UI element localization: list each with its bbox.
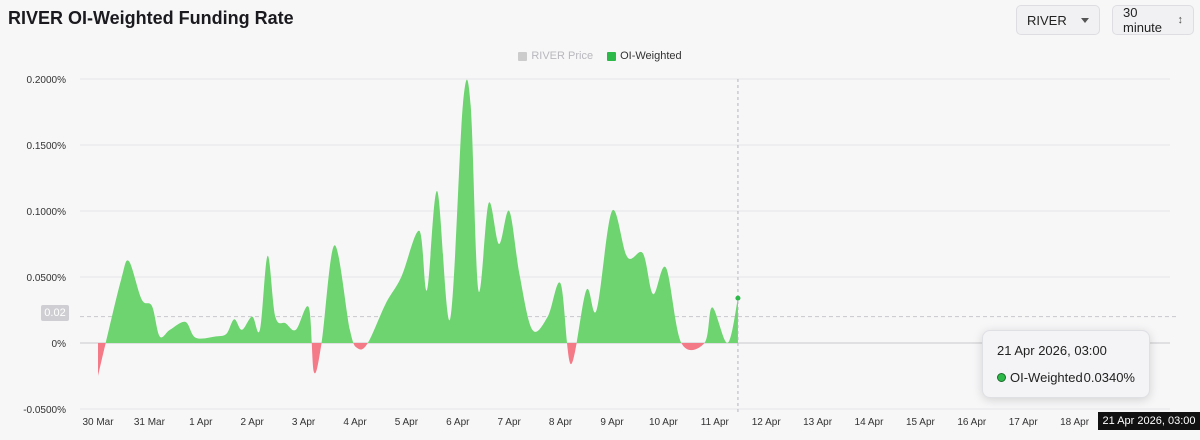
tooltip-row: OI-Weighted 0.0340% [997, 370, 1135, 385]
x-tick-label: 4 Apr [343, 417, 367, 428]
page-title: RIVER OI-Weighted Funding Rate [8, 8, 294, 28]
interval-select-value: 30 minute [1123, 5, 1163, 35]
x-tick-label: 31 Mar [134, 417, 166, 428]
x-tick-label: 12 Apr [752, 417, 782, 428]
cursor-point [735, 295, 741, 301]
legend-label-oi-weighted: OI-Weighted [620, 50, 682, 62]
axis-layer: 0.2000% 0.1500% 0.1000% 0.0500% 0% -0.0500% 30… [23, 75, 1141, 428]
x-tick-label: 17 Apr [1009, 417, 1039, 428]
legend-item-river-price[interactable]: RIVER Price [518, 50, 593, 62]
x-tick-label: 7 Apr [498, 417, 522, 428]
chevron-down-icon [1081, 17, 1089, 23]
x-tick-label: 2 Apr [241, 417, 265, 428]
y-value-tag: 0.02 [41, 305, 69, 321]
area-layer [98, 79, 738, 376]
chart-legend: RIVER Price OI-Weighted [0, 50, 1200, 62]
tooltip-date: 21 Apr 2026, 03:00 [997, 343, 1107, 358]
y-tick-label: -0.0500% [23, 405, 66, 416]
x-tick-label: 8 Apr [549, 417, 573, 428]
chevron-updown-icon: ↕ [1177, 13, 1184, 26]
y-tick-label: 0.1500% [27, 141, 67, 152]
chart-tooltip: 21 Apr 2026, 03:00 OI-Weighted 0.0340% [982, 330, 1150, 398]
x-tick-label: 6 Apr [446, 417, 470, 428]
x-tick-label: 11 Apr [701, 417, 730, 428]
x-tick-label: 5 Apr [395, 417, 419, 428]
tooltip-dot-icon [997, 373, 1006, 382]
legend-swatch-river-price [518, 51, 528, 61]
x-tick-label: 3 Apr [292, 417, 316, 428]
cursor-x-label: 21 Apr 2026, 03:00 [1098, 412, 1200, 430]
x-tick-label: 16 Apr [957, 417, 987, 428]
symbol-select-value: RIVER [1027, 12, 1067, 28]
tooltip-value: 0.0340% [1083, 370, 1135, 385]
y-tick-label: 0.2000% [27, 75, 67, 86]
chart-header: RIVER OI-Weighted Funding Rate RIVER 30 … [0, 0, 1200, 44]
tooltip-series-label: OI-Weighted [1010, 370, 1083, 385]
x-tick-label: 13 Apr [803, 417, 833, 428]
x-tick-label: 18 Apr [1060, 417, 1090, 428]
legend-label-river-price: RIVER Price [531, 50, 594, 62]
interval-select[interactable]: 30 minute ↕ [1112, 5, 1194, 35]
x-tick-label: 10 Apr [649, 417, 679, 428]
legend-item-oi-weighted[interactable]: OI-Weighted [607, 50, 682, 62]
legend-swatch-oi-weighted [607, 51, 617, 61]
x-tick-label: 1 Apr [189, 417, 213, 428]
series-oi-weighted-positive-area [98, 79, 738, 343]
x-tick-label: 30 Mar [82, 417, 114, 428]
x-tick-label: 14 Apr [855, 417, 885, 428]
symbol-select[interactable]: RIVER [1016, 5, 1100, 35]
y-tick-label: 0% [52, 339, 67, 350]
tooltip-series: OI-Weighted [997, 370, 1083, 385]
x-tick-label: 15 Apr [906, 417, 936, 428]
y-tick-label: 0.1000% [27, 207, 67, 218]
cursor-layer [735, 79, 741, 412]
y-tick-label: 0.0500% [27, 273, 67, 284]
x-tick-label: 9 Apr [600, 417, 624, 428]
